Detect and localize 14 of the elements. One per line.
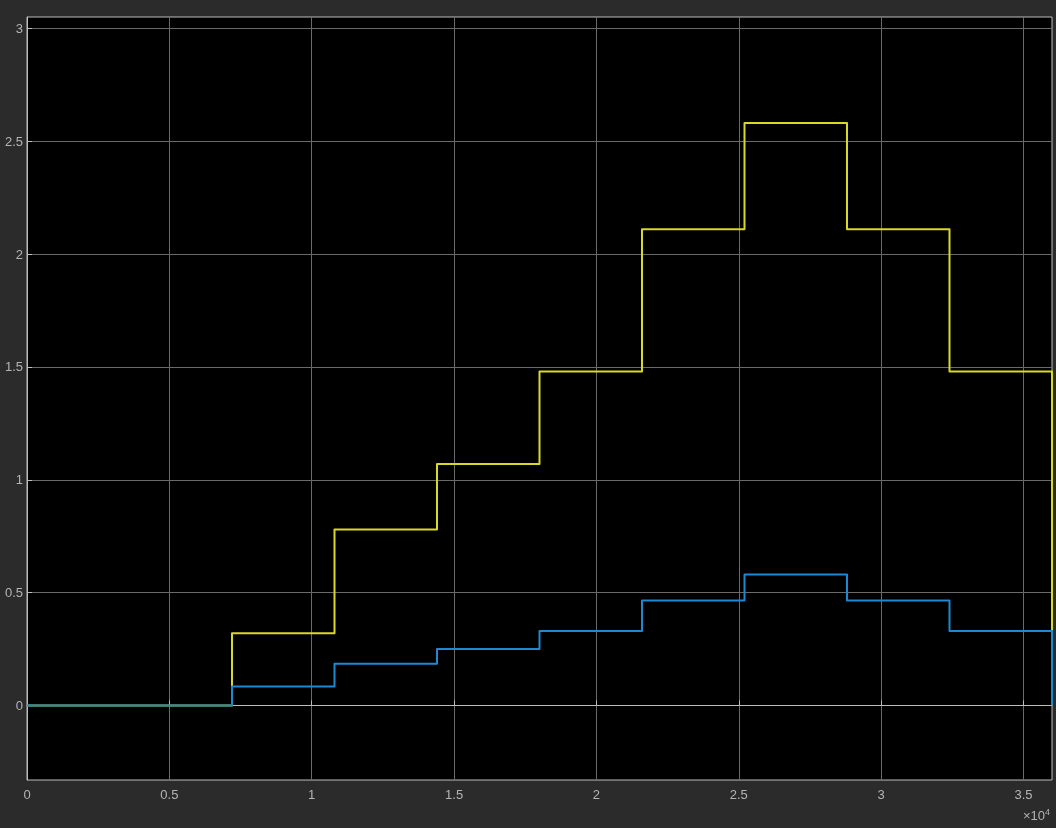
y-tick-label: 0 bbox=[15, 698, 23, 714]
x-tick-label: 2 bbox=[592, 787, 601, 802]
y-tick-label: 1 bbox=[15, 472, 23, 488]
y-tick-label: 2 bbox=[15, 246, 23, 262]
x-tick-label: 1 bbox=[308, 787, 316, 802]
y-tick-label: 1.5 bbox=[4, 359, 23, 375]
x-tick-label: 1.5 bbox=[445, 787, 464, 802]
y-tick-label: 2.5 bbox=[4, 133, 23, 149]
x-tick-label: 0.5 bbox=[160, 787, 179, 802]
y-tick-label: 0.5 bbox=[4, 585, 23, 601]
x-tick-label: 3 bbox=[877, 787, 885, 802]
y-tick-label: 3 bbox=[15, 20, 23, 36]
x-tick-label: 2.5 bbox=[729, 787, 748, 802]
x-tick-label: 3.5 bbox=[1014, 787, 1033, 802]
